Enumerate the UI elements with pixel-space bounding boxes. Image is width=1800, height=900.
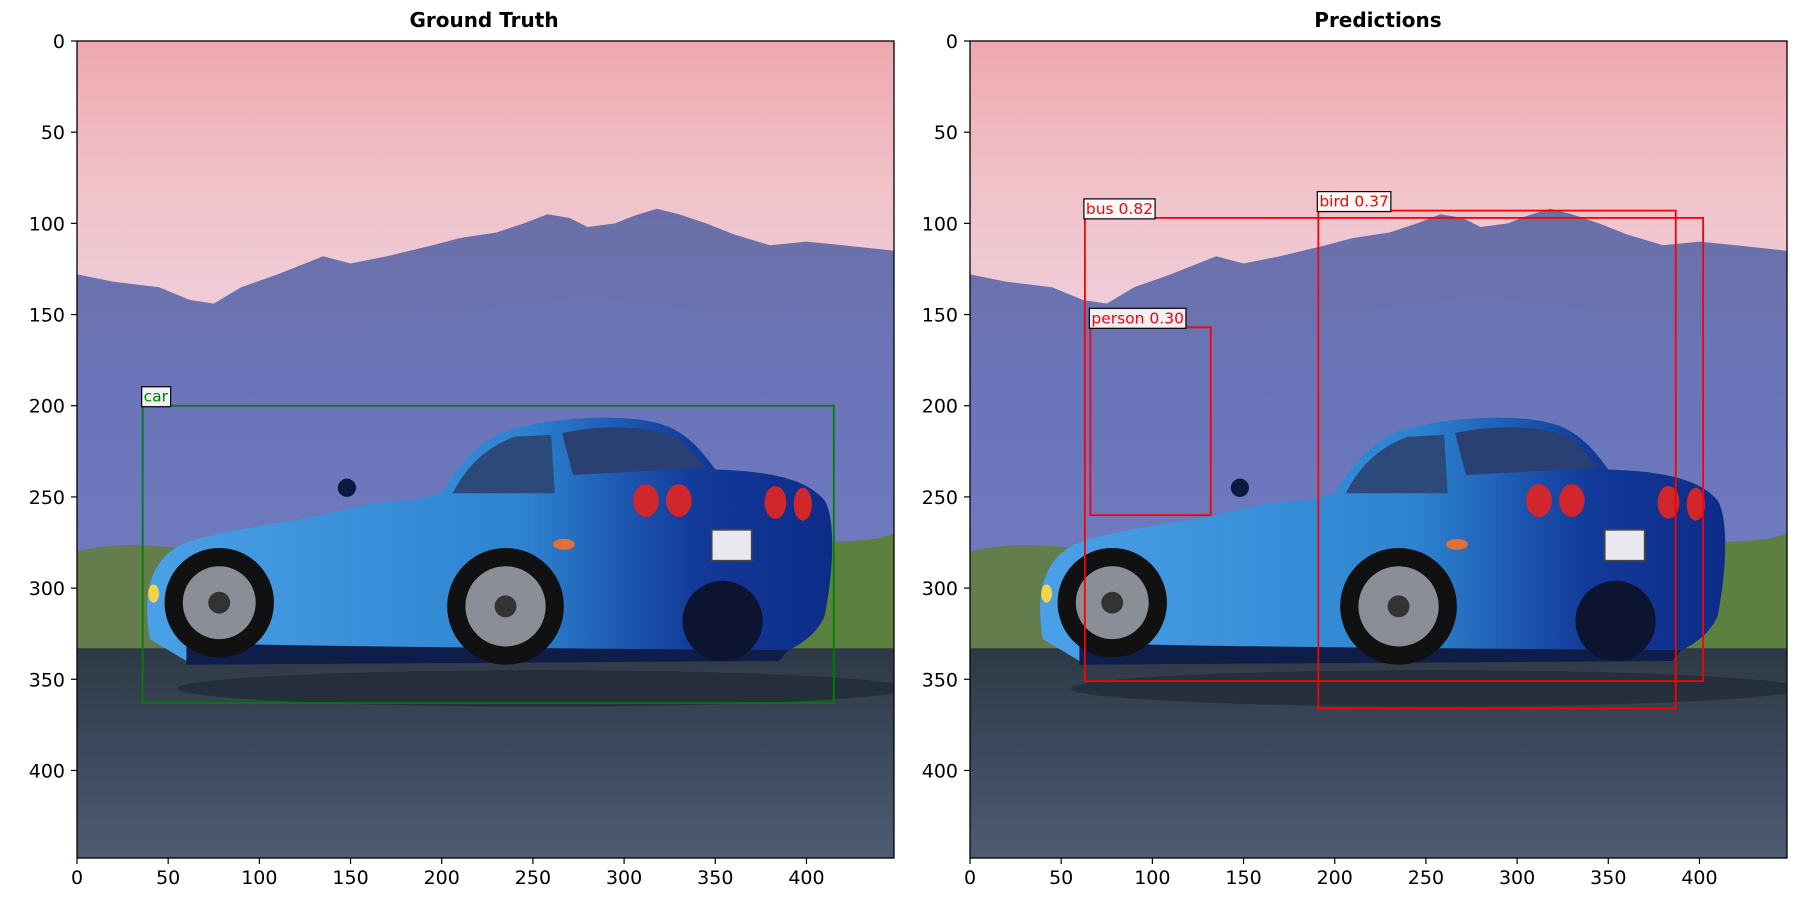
x-tick-label: 100 bbox=[241, 867, 277, 889]
y-tick-label: 300 bbox=[922, 578, 958, 600]
panel-title: Ground Truth bbox=[409, 8, 558, 32]
box-label: person 0.30 bbox=[1091, 309, 1184, 327]
x-tick-label: 400 bbox=[788, 867, 824, 889]
x-tick-label: 50 bbox=[1049, 867, 1073, 889]
y-tick-label: 200 bbox=[922, 396, 958, 418]
bounding-boxes: car bbox=[141, 386, 835, 704]
x-tick-label: 100 bbox=[1134, 867, 1170, 889]
box-label: car bbox=[144, 388, 169, 406]
y-tick-label: 100 bbox=[29, 213, 65, 235]
y-tick-label: 400 bbox=[29, 760, 65, 782]
y-tick-label: 250 bbox=[922, 487, 958, 509]
y-tick-label: 50 bbox=[934, 122, 958, 144]
panel-title: Predictions bbox=[1314, 8, 1441, 32]
y-tick-label: 250 bbox=[29, 487, 65, 509]
y-tick-label: 400 bbox=[922, 760, 958, 782]
axis-ticks: 0 50 100 150 200 250 300 350 400 0 50 100 150 200 250 3… bbox=[922, 31, 1718, 889]
axes-frame bbox=[76, 40, 895, 859]
y-tick-label: 150 bbox=[922, 305, 958, 327]
x-tick-label: 50 bbox=[156, 867, 180, 889]
box-label-background bbox=[1083, 198, 1156, 220]
y-tick-label: 0 bbox=[946, 31, 958, 53]
x-tick-label: 200 bbox=[424, 867, 460, 889]
x-tick-label: 0 bbox=[964, 867, 976, 889]
ground-truth-panel: Ground Truth car 0 50 100 150 200 250 300 350 40… bbox=[29, 8, 895, 889]
box-label: bird 0.37 bbox=[1319, 193, 1389, 211]
x-tick-label: 250 bbox=[1408, 867, 1444, 889]
x-tick-label: 250 bbox=[515, 867, 551, 889]
y-tick-label: 200 bbox=[29, 396, 65, 418]
y-tick-label: 0 bbox=[53, 31, 65, 53]
bounding-box bbox=[1317, 209, 1677, 710]
x-tick-label: 150 bbox=[1225, 867, 1261, 889]
x-tick-label: 0 bbox=[71, 867, 83, 889]
y-tick-label: 150 bbox=[29, 305, 65, 327]
axes-frame bbox=[969, 40, 1788, 859]
ground-truth-image bbox=[77, 41, 894, 858]
box-label: bus 0.82 bbox=[1086, 200, 1153, 218]
x-tick-label: 350 bbox=[697, 867, 733, 889]
x-tick-label: 300 bbox=[1499, 867, 1535, 889]
x-tick-label: 300 bbox=[606, 867, 642, 889]
y-tick-label: 350 bbox=[922, 669, 958, 691]
y-tick-label: 350 bbox=[29, 669, 65, 691]
bounding-boxes: bus 0.82 bird 0.37 person 0.30 bbox=[1083, 191, 1705, 710]
bounding-box bbox=[1083, 216, 1705, 683]
box-label-background bbox=[141, 386, 172, 408]
x-tick-label: 400 bbox=[1681, 867, 1717, 889]
bounding-box bbox=[141, 404, 835, 704]
x-tick-label: 200 bbox=[1317, 867, 1353, 889]
box-label-background bbox=[1088, 307, 1187, 329]
y-tick-label: 300 bbox=[29, 578, 65, 600]
axis-ticks: 0 50 100 150 200 250 300 350 400 0 50 100 150 200 250 3… bbox=[29, 31, 825, 889]
x-tick-label: 150 bbox=[332, 867, 368, 889]
x-tick-label: 350 bbox=[1590, 867, 1626, 889]
y-tick-label: 50 bbox=[41, 122, 65, 144]
predictions-panel: Predictions bus 0.82 bird 0.37 person 0.30… bbox=[922, 8, 1788, 889]
box-label-background bbox=[1316, 191, 1392, 213]
y-tick-label: 100 bbox=[922, 213, 958, 235]
